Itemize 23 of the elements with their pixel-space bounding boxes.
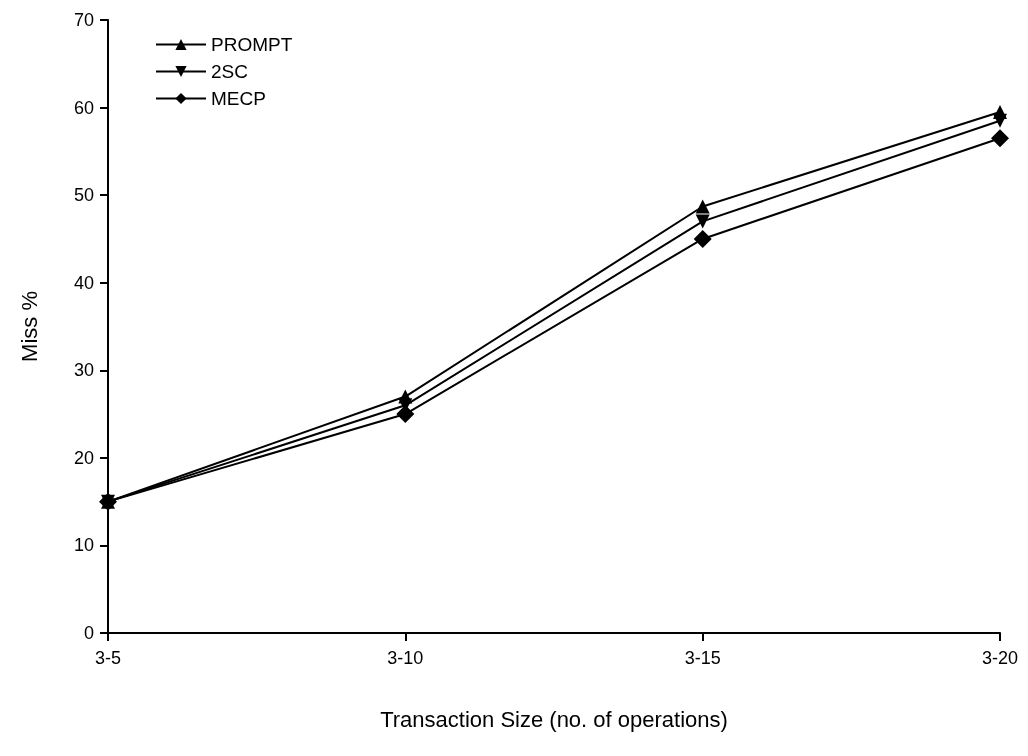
y-tick-label: 0 [83,623,94,643]
x-axis-title: Transaction Size (no. of operations) [380,706,728,732]
x-tick-label: 3-20 [981,648,1019,668]
point [396,405,415,424]
legend-label: 2SC [211,61,248,82]
x-tick-label: 3-5 [94,648,122,668]
y-tick-label: 50 [73,185,94,206]
point [695,214,710,229]
y-axis-title: Miss % [16,291,42,362]
y-tick-label: 30 [73,360,94,381]
y-tick-label: 70 [73,10,94,30]
legend-label: PROMPT [211,34,293,55]
legend-label: MECP [211,88,266,109]
point [695,199,710,214]
x-tick-label: 3-10 [387,648,424,668]
y-tick-label: 40 [73,272,94,293]
y-tick-label: 10 [73,535,94,556]
y-tick-label: 20 [73,447,94,468]
point [993,113,1007,128]
x-tick-label: 3-15 [684,648,721,668]
point [991,129,1009,148]
point [693,229,712,248]
y-tick-label: 60 [73,97,94,118]
